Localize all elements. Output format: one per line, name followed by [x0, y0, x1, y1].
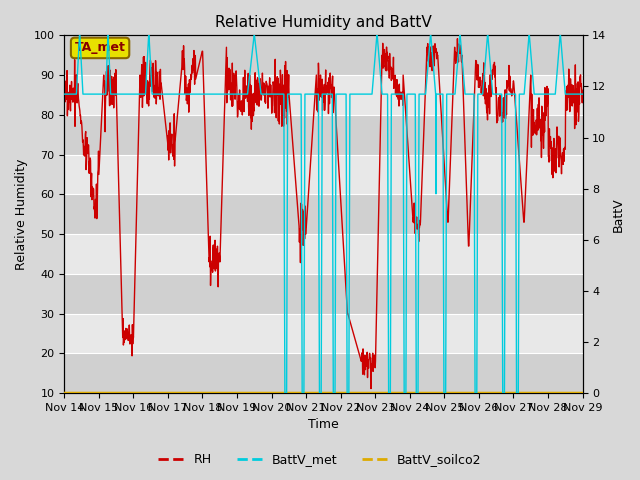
Bar [64, 274, 582, 313]
X-axis label: Time: Time [308, 419, 339, 432]
Bar [64, 36, 582, 75]
Y-axis label: Relative Humidity: Relative Humidity [15, 158, 28, 270]
Bar [64, 194, 582, 234]
Title: Relative Humidity and BattV: Relative Humidity and BattV [215, 15, 432, 30]
Bar [64, 313, 582, 353]
Bar [64, 234, 582, 274]
Bar [64, 115, 582, 155]
Bar [64, 75, 582, 115]
Text: TA_met: TA_met [75, 41, 125, 54]
Y-axis label: BattV: BattV [612, 197, 625, 231]
Legend: RH, BattV_met, BattV_soilco2: RH, BattV_met, BattV_soilco2 [154, 448, 486, 471]
Bar [64, 155, 582, 194]
Bar [64, 353, 582, 393]
